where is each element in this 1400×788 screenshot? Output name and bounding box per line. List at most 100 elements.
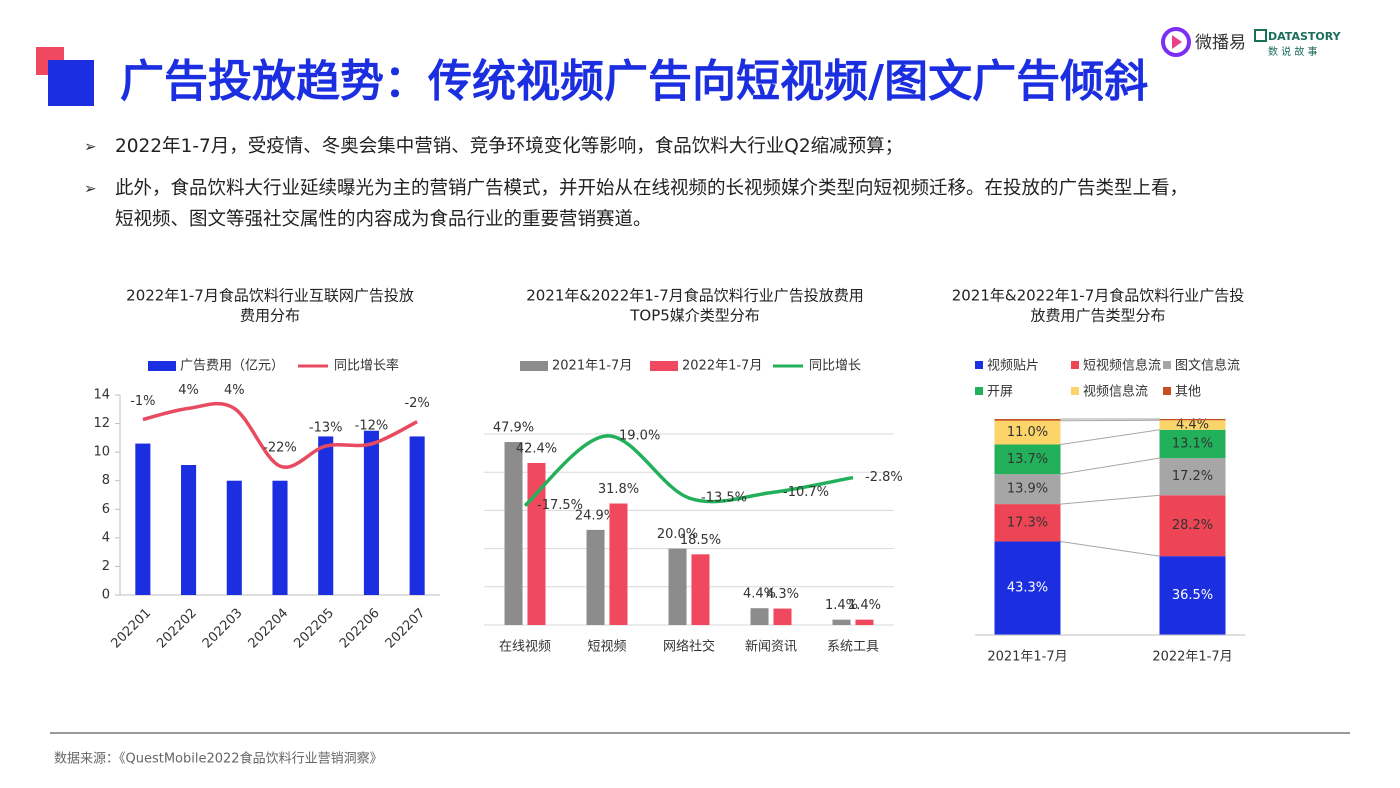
bar-segment — [994, 419, 1061, 421]
segment-value-label: 13.7% — [1007, 452, 1048, 467]
legend-swatch — [975, 387, 983, 395]
connector — [1060, 457, 1160, 475]
y-tick-label: 4 — [102, 530, 110, 545]
deco-square-blue — [48, 60, 94, 106]
segment-value-label: 36.5% — [1172, 588, 1213, 603]
bar-value-label: 24.9% — [575, 508, 616, 523]
x-tick-label: 202206 — [337, 606, 383, 652]
line-value-label: -10.7% — [783, 485, 829, 500]
legend-swatch — [148, 361, 176, 371]
logo-brand2: DATASTORY — [1268, 30, 1342, 43]
line-value-label: -12% — [355, 418, 389, 433]
bullet-text: 短视频、图文等强社交属性的内容成为食品行业的重要营销赛道。 — [115, 209, 652, 230]
bar — [504, 442, 523, 625]
logo-brand2-sub: 数 说 故 事 — [1268, 45, 1318, 58]
legend-swatch — [975, 361, 983, 369]
bar-value-label: 31.8% — [598, 482, 639, 497]
bar-segment — [1159, 429, 1226, 459]
bar — [855, 619, 874, 625]
bar — [318, 436, 334, 595]
bar-segment — [1159, 495, 1226, 557]
legend-swatch — [1071, 387, 1079, 395]
line-value-label: 4% — [178, 383, 199, 398]
x-tick-label: 2022年1-7月 — [1152, 650, 1232, 665]
x-tick-label: 202202 — [154, 606, 200, 652]
legend-swatch — [520, 361, 548, 371]
legend-label: 视频贴片 — [987, 359, 1039, 374]
bar-segment — [994, 474, 1061, 505]
chart-title: 2021年&2022年1-7月食品饮料行业广告投 — [952, 287, 1245, 305]
bar — [609, 503, 628, 625]
bar — [691, 554, 710, 625]
chart-title: 2022年1-7月食品饮料行业互联网广告投放 — [126, 287, 414, 305]
bar — [272, 480, 288, 595]
bar-segment — [994, 444, 1061, 475]
connector — [1060, 540, 1160, 557]
legend-swatch — [650, 361, 678, 371]
x-tick-label: 202201 — [108, 606, 154, 652]
connector — [1060, 494, 1160, 505]
x-tick-label: 在线视频 — [499, 640, 551, 655]
x-tick-label: 202203 — [200, 606, 246, 652]
bar-value-label: 1.4% — [825, 598, 858, 613]
logo-icon-play — [1172, 35, 1182, 49]
bullet-marker: ➢ — [84, 180, 97, 198]
segment-value-label: 4.4% — [1176, 418, 1209, 433]
legend-label: 视频信息流 — [1083, 384, 1148, 400]
bar-value-label: 20.0% — [657, 527, 698, 542]
segment-value-label: 13.1% — [1172, 436, 1213, 451]
line-value-label: -1% — [130, 394, 155, 409]
legend-label: 广告费用（亿元） — [180, 359, 284, 374]
bar-value-label: 18.5% — [680, 533, 721, 548]
segment-value-label: 17.2% — [1172, 469, 1213, 484]
bar — [363, 430, 379, 595]
bar-segment — [994, 420, 1061, 445]
legend-label: 其他 — [1175, 385, 1201, 400]
x-tick-label: 短视频 — [587, 640, 626, 655]
source-note: 数据来源：《QuestMobile2022食品饮料行业营销洞察》 — [54, 751, 383, 767]
bar — [586, 529, 605, 625]
legend-label: 图文信息流 — [1175, 358, 1240, 374]
bar — [668, 548, 687, 625]
segment-value-label: 11.0% — [1007, 425, 1048, 440]
line-series — [523, 434, 854, 507]
bar — [135, 443, 151, 595]
x-tick-label: 网络社交 — [663, 639, 715, 655]
legend-label: 短视频信息流 — [1083, 358, 1161, 374]
y-tick-label: 14 — [93, 388, 110, 403]
bar — [832, 619, 851, 625]
bar-segment — [1159, 556, 1226, 635]
segment-value-label: 43.3% — [1007, 581, 1048, 596]
bar-value-label: 4.3% — [766, 587, 799, 602]
bar-value-label: 47.9% — [493, 421, 534, 436]
legend-label: 开屏 — [987, 385, 1013, 400]
line-value-label: -2% — [404, 396, 429, 411]
segment-value-label: 13.9% — [1007, 482, 1048, 497]
y-tick-label: 2 — [102, 559, 110, 574]
bar — [527, 463, 546, 625]
logo-icon — [1161, 27, 1191, 57]
x-tick-label: 系统工具 — [827, 640, 879, 655]
line-value-label: 4% — [224, 383, 245, 398]
line-value-label: -17.5% — [537, 498, 583, 513]
chart-title: 费用分布 — [240, 307, 300, 325]
bar-segment — [1159, 420, 1226, 430]
line-value-label: -13.5% — [701, 490, 747, 505]
bullet-text: 2022年1-7月，受疫情、冬奥会集中营销、竞争环境变化等影响，食品饮料大行业Q… — [115, 136, 903, 157]
bullet-marker: ➢ — [84, 138, 97, 156]
y-tick-label: 0 — [102, 588, 110, 603]
legend-label: 同比增长率 — [334, 358, 399, 374]
x-tick-label: 202207 — [383, 606, 429, 652]
line-value-label: -2.8% — [865, 470, 903, 485]
y-tick-label: 12 — [93, 416, 110, 431]
legend-label: 2021年1-7月 — [552, 359, 632, 374]
y-tick-label: 6 — [102, 502, 110, 517]
chart-title: 2021年&2022年1-7月食品饮料行业广告投放费用 — [526, 287, 864, 305]
connector — [1060, 429, 1160, 445]
bar-value-label: 4.4% — [743, 587, 776, 602]
legend-label: 2022年1-7月 — [682, 359, 762, 374]
bar — [409, 436, 425, 595]
logo-icon2 — [1254, 29, 1267, 42]
bar — [226, 480, 242, 595]
